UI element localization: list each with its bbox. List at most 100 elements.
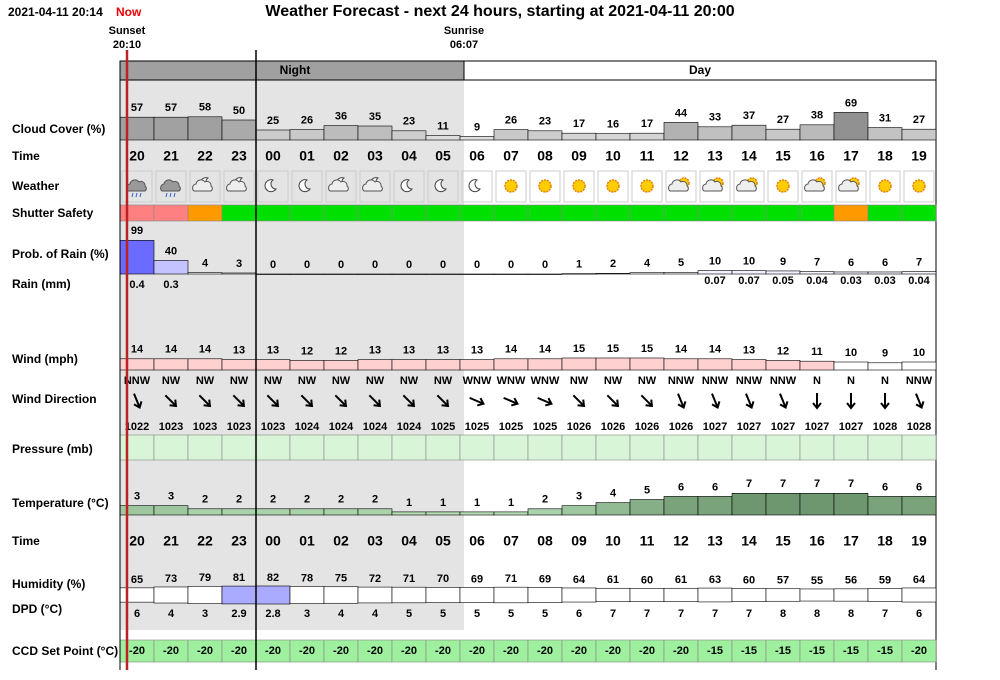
- row-label: Pressure (mb): [12, 442, 93, 456]
- pressure-cell: [391, 434, 427, 461]
- temp-bar: [697, 496, 733, 516]
- wind-arrow: [846, 393, 856, 410]
- weather-cell: [529, 170, 561, 203]
- temp-bar: [595, 502, 631, 516]
- time-label: 02: [333, 148, 349, 164]
- cloud-bar: [663, 122, 699, 141]
- arrow-shape: [334, 394, 348, 408]
- wind-bar: [765, 360, 801, 371]
- row-label: Shutter Safety: [12, 206, 94, 220]
- cell-value: 69: [539, 573, 551, 585]
- arrow-shape: [300, 394, 314, 408]
- rain-prob-bar: [289, 273, 325, 275]
- cell-value: 1028: [907, 421, 931, 433]
- cell-value: 57: [165, 102, 177, 114]
- rain-drop: [131, 192, 134, 198]
- arrow-shape: [469, 396, 485, 407]
- cell-value: 6: [882, 481, 888, 493]
- cell-value: 14: [675, 344, 688, 356]
- cell-value: 1023: [261, 421, 285, 433]
- cell-value: -20: [469, 645, 485, 657]
- row-label: CCD Set Point (°C): [12, 644, 118, 658]
- cloud-icon: [838, 179, 859, 192]
- cell-value: 6: [916, 608, 922, 620]
- shutter-cell: [255, 204, 291, 222]
- cloud-bar: [901, 128, 937, 141]
- arrow-shape: [606, 394, 620, 408]
- cell-value: -20: [571, 645, 587, 657]
- time-label: 09: [571, 533, 587, 549]
- humidity-box: [391, 586, 427, 604]
- shutter-cell: [765, 204, 801, 222]
- wind-arrow: [640, 394, 654, 408]
- shutter-cell: [595, 204, 631, 222]
- cell-value: 13: [743, 345, 755, 357]
- cell-value: 1027: [737, 421, 761, 433]
- cell-value: 9: [474, 121, 480, 133]
- wind-bar: [357, 359, 393, 371]
- cell-value: 56: [845, 575, 857, 587]
- cell-value: 4: [202, 258, 209, 270]
- wind-arrow: [711, 393, 721, 409]
- cell-value: 7: [746, 608, 752, 620]
- shutter-cell: [289, 204, 325, 222]
- cell-value: 15: [607, 343, 619, 355]
- temp-bar: [561, 505, 597, 516]
- wind-arrow: [266, 394, 280, 408]
- wind-bar: [595, 357, 631, 371]
- cell-value: -20: [265, 645, 281, 657]
- cell-value: 4: [372, 608, 379, 620]
- weather-cell: [665, 170, 697, 203]
- cell-value: -20: [367, 645, 383, 657]
- wind-bar: [561, 357, 597, 371]
- cell-value: 6: [882, 257, 888, 269]
- shutter-cell: [629, 204, 665, 222]
- time-label: 14: [741, 533, 757, 549]
- cell-value: 64: [573, 574, 586, 586]
- temp-bar: [187, 508, 223, 516]
- sunrise-time: 06:07: [450, 39, 478, 51]
- shutter-cell: [901, 204, 937, 222]
- cell-value: 0: [270, 259, 276, 271]
- cell-value: 10: [913, 347, 925, 359]
- pressure-cell: [153, 434, 189, 461]
- wind-bar: [255, 359, 291, 371]
- cell-value: 72: [369, 573, 381, 585]
- cell-value: 1023: [193, 421, 217, 433]
- rain-prob-bar: [221, 272, 257, 275]
- humidity-box: [187, 586, 223, 604]
- row-label: Rain (mm): [12, 277, 71, 291]
- cell-value: 58: [199, 102, 211, 114]
- cloud-bar: [731, 124, 767, 141]
- wind-arrow: [402, 394, 416, 408]
- pressure-cell: [765, 434, 801, 461]
- cell-value: 6: [712, 481, 718, 493]
- cloud-icon: [362, 179, 383, 192]
- temp-bar: [493, 511, 529, 516]
- wind-arrow: [677, 393, 687, 409]
- pressure-cell: [833, 434, 869, 461]
- cell-value: -20: [231, 645, 247, 657]
- arrow-shape: [677, 393, 687, 409]
- weather-cell: [801, 170, 833, 203]
- time-label: 00: [265, 533, 281, 549]
- cell-value: NW: [638, 375, 657, 387]
- moon-icon: [298, 179, 311, 193]
- wind-bar: [629, 357, 665, 371]
- cell-value: 8: [848, 608, 854, 620]
- arrow-shape: [198, 394, 212, 408]
- pressure-cell: [595, 434, 631, 461]
- cell-value: 59: [879, 574, 891, 586]
- cell-value: NW: [230, 375, 249, 387]
- temp-bar: [425, 511, 461, 516]
- rain-prob-bar: [357, 273, 393, 275]
- cloud-icon: [736, 179, 757, 192]
- cloud-bar: [595, 133, 631, 141]
- wind-arrow: [572, 394, 586, 408]
- cell-value: 0.04: [806, 275, 828, 287]
- cloud-bar: [867, 127, 903, 141]
- wind-bar: [323, 360, 359, 371]
- time-label: 03: [367, 533, 383, 549]
- arrow-shape: [640, 394, 654, 408]
